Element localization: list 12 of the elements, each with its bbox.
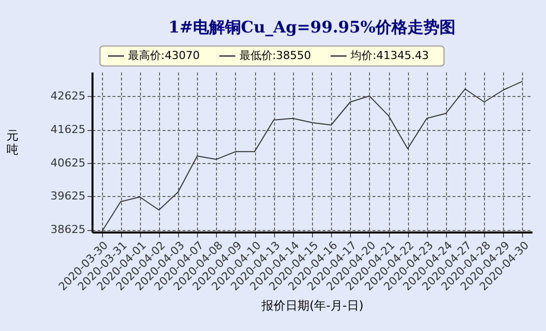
text: 最低价:38550 <box>239 49 312 62</box>
chart-title: 1#电解铜Cu_Ag=99.95%价格走势图 <box>168 18 456 36</box>
y-tick-label: 38625 <box>50 223 86 236</box>
y-tick-label: 39625 <box>50 190 86 203</box>
y-tick-label: 41625 <box>50 123 86 136</box>
y-tick-label: 40625 <box>50 156 86 170</box>
x-axis-title: 报价日期(年-月-日) <box>260 298 364 312</box>
y-axis-title: 元吨 <box>6 128 18 156</box>
text: 均价:41345.43 <box>350 49 429 62</box>
line-series <box>101 80 523 232</box>
text: 最高价:43070 <box>128 49 200 62</box>
y-tick-label: 42625 <box>50 90 86 103</box>
